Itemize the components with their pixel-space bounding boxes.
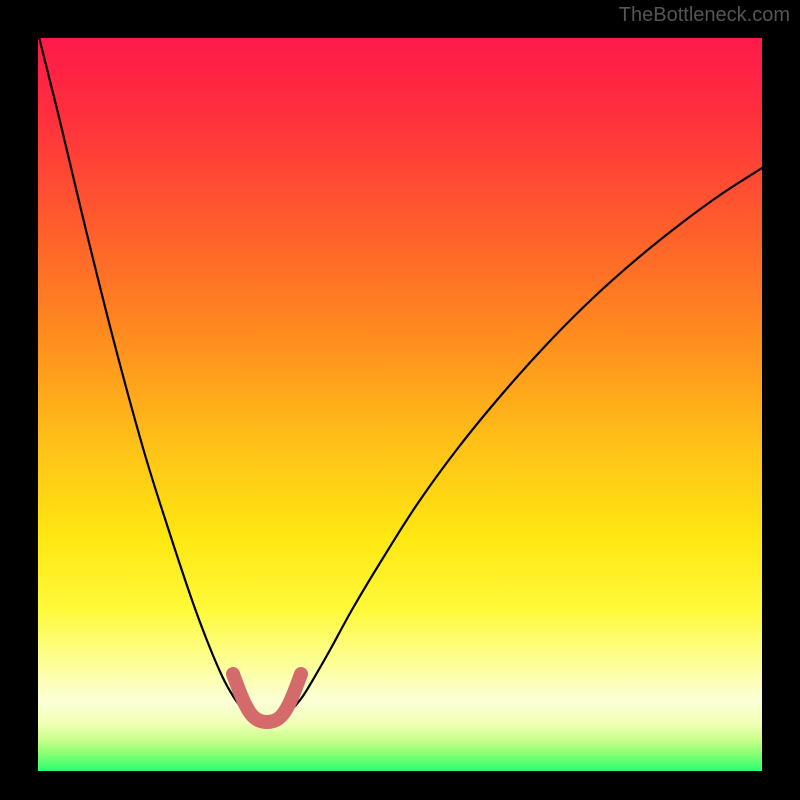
chart-container: TheBottleneck.com xyxy=(0,0,800,800)
plot-area xyxy=(38,38,762,771)
gradient-chart-svg xyxy=(38,38,762,771)
gradient-background xyxy=(38,38,762,771)
watermark-text: TheBottleneck.com xyxy=(619,4,790,27)
